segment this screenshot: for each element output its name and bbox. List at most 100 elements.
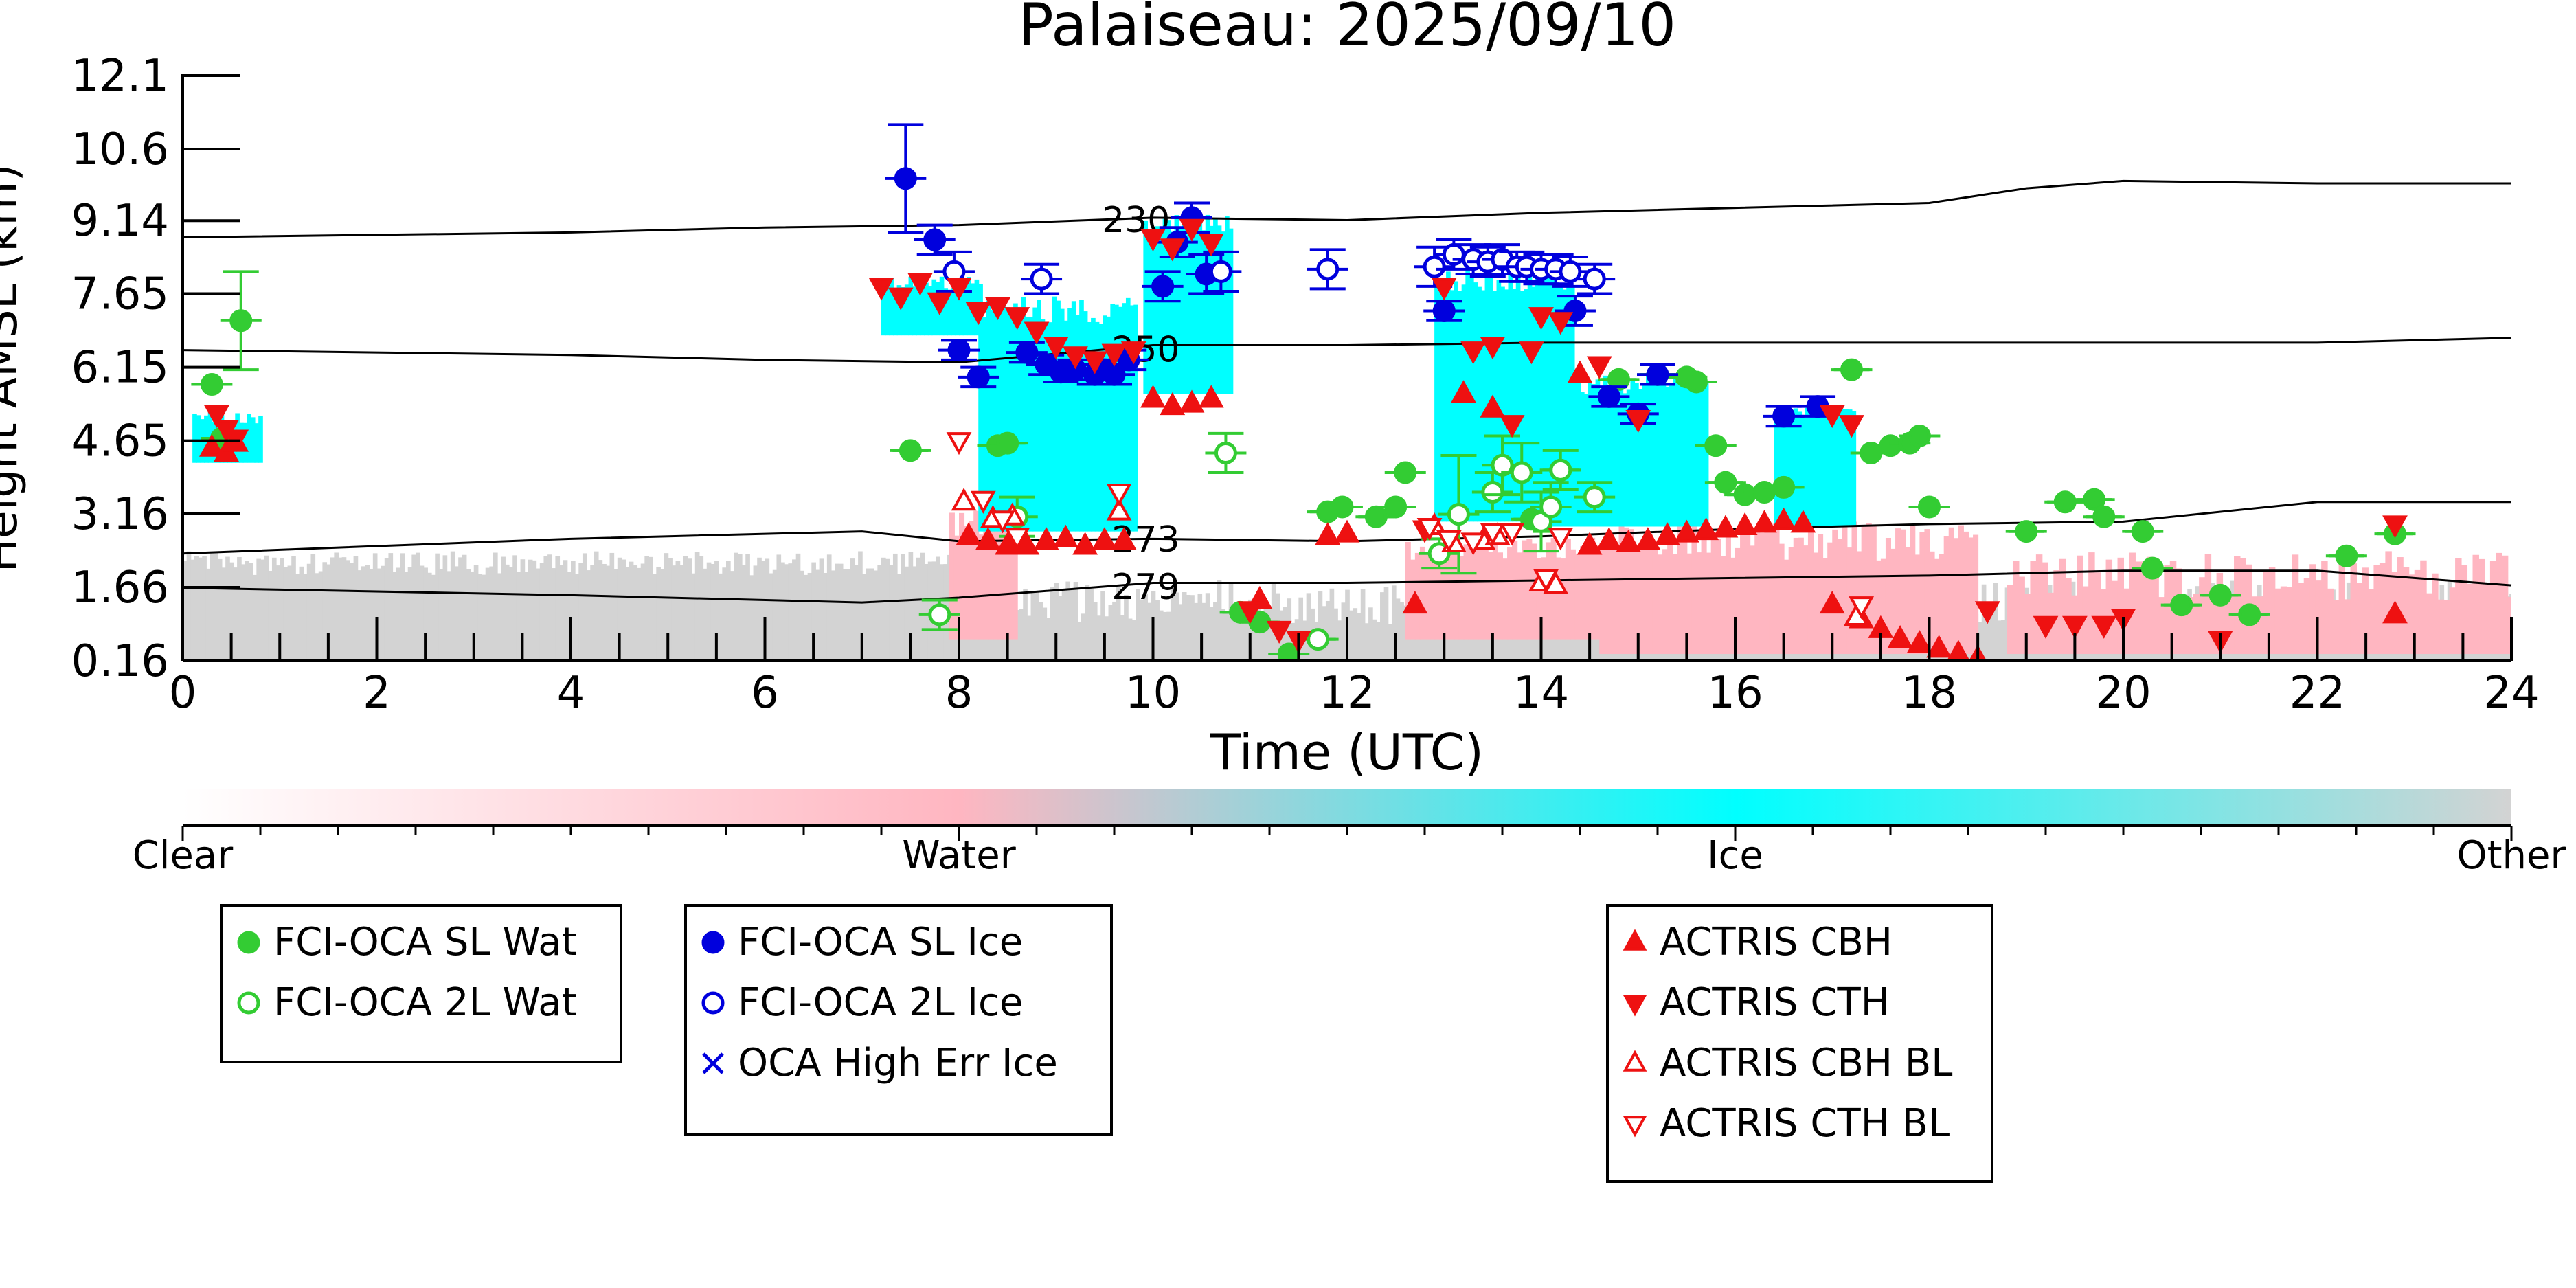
data-point xyxy=(985,297,1010,320)
mask-strip xyxy=(916,557,921,661)
mask-strip xyxy=(1061,588,1067,661)
data-point xyxy=(1879,434,1902,457)
mask-strip xyxy=(334,552,339,661)
data-point xyxy=(1004,307,1030,330)
mask-strip xyxy=(1182,216,1187,394)
data-point xyxy=(701,931,725,954)
data-point xyxy=(907,273,933,296)
mask-strip xyxy=(964,526,970,640)
mask-strip xyxy=(1372,619,1377,661)
mask-strip xyxy=(1325,600,1331,661)
mask-strip xyxy=(1628,529,1634,655)
mask-strip xyxy=(196,415,201,463)
mask-strip xyxy=(1166,611,1171,661)
mask-strip xyxy=(1572,383,1577,527)
data-point xyxy=(1819,591,1845,614)
mask-strip xyxy=(217,558,223,661)
mask-strip xyxy=(1759,532,1765,655)
data-point xyxy=(1946,640,1970,661)
data-point xyxy=(1266,620,1292,644)
mask-strip xyxy=(1793,408,1798,527)
mask-strip xyxy=(190,559,195,661)
mask-strip xyxy=(1725,533,1731,655)
mask-strip xyxy=(207,409,213,463)
mask-strip xyxy=(1948,527,1954,655)
mask-strip xyxy=(668,558,673,661)
mask-strip xyxy=(1094,321,1100,532)
series-actris-cbh xyxy=(199,360,2408,661)
mask-strip xyxy=(2105,559,2113,655)
data-point xyxy=(1771,507,1797,530)
mask-strip xyxy=(1745,523,1751,655)
mask-strip xyxy=(1789,416,1794,527)
mask-strip xyxy=(889,278,894,336)
mask-strip xyxy=(551,568,556,661)
mask-strip xyxy=(477,574,483,661)
x-tick-label: 12 xyxy=(1319,668,1375,719)
mask-strip xyxy=(1190,595,1195,661)
series-fci-oca-sl-wat xyxy=(191,270,2416,661)
data-point xyxy=(1106,484,1132,507)
mask-strip xyxy=(1798,537,1804,655)
mask-strip xyxy=(2298,583,2305,655)
mask-strip xyxy=(1783,559,1789,655)
mask-strip xyxy=(539,563,545,661)
mask-strip xyxy=(357,570,362,661)
mask-strip xyxy=(978,306,983,532)
mask-strip xyxy=(1228,583,1234,661)
mask-strip xyxy=(1890,548,1897,655)
mask-strip xyxy=(1560,377,1566,527)
y-tick-label: 0.16 xyxy=(71,636,170,687)
mask-strip xyxy=(652,574,657,661)
data-point xyxy=(1732,512,1758,535)
data-point xyxy=(1906,630,1932,653)
mask-strip xyxy=(563,560,568,661)
data-point xyxy=(1673,519,1699,543)
data-point xyxy=(1101,343,1127,367)
mask-strip xyxy=(2042,562,2048,655)
mask-strip xyxy=(1341,602,1346,661)
y-tick-label: 3.16 xyxy=(71,489,170,540)
x-tick-label: 2 xyxy=(363,668,391,719)
mask-strip xyxy=(1085,585,1090,661)
data-point xyxy=(1751,510,1777,533)
mask-strip xyxy=(1005,307,1010,532)
mask-strip xyxy=(2408,574,2415,655)
data-point xyxy=(1654,522,1680,545)
mask-strip xyxy=(795,553,801,661)
data-point xyxy=(2238,603,2261,626)
legend-item: ACTRIS CTH BL xyxy=(1623,1101,1950,1146)
mask-strip xyxy=(772,569,778,661)
mask-strip xyxy=(1623,393,1627,527)
mask-strip xyxy=(831,570,836,661)
mask-strip xyxy=(1649,382,1655,527)
mask-strip xyxy=(1535,273,1540,522)
mask-strip xyxy=(866,568,871,661)
mask-strip xyxy=(1434,282,1439,522)
mask-strip xyxy=(1056,300,1061,532)
mask-strip xyxy=(741,565,747,661)
mask-strip xyxy=(1480,290,1486,522)
mask-strip xyxy=(1580,546,1586,640)
mask-strip xyxy=(846,569,851,661)
mask-strip xyxy=(1774,521,1780,655)
mask-strip xyxy=(1058,596,1063,661)
mask-strip xyxy=(1652,547,1658,655)
mask-strip xyxy=(1449,290,1455,522)
mask-strip xyxy=(1178,229,1183,394)
mask-strip xyxy=(1527,272,1533,522)
mask-strip xyxy=(788,563,793,661)
mask-strip xyxy=(753,565,758,661)
mask-strip xyxy=(1112,601,1117,661)
data-point xyxy=(1607,368,1630,391)
mask-strip xyxy=(303,574,308,661)
mask-strip xyxy=(605,565,611,661)
mask-strip xyxy=(438,569,444,661)
data-point xyxy=(2335,544,2358,567)
mask-strip xyxy=(240,564,246,661)
mask-strip xyxy=(1017,306,1022,532)
contour-230 xyxy=(182,179,2511,238)
mask-strip xyxy=(613,569,618,661)
data-point xyxy=(1004,528,1030,551)
mask-strip xyxy=(326,564,331,661)
